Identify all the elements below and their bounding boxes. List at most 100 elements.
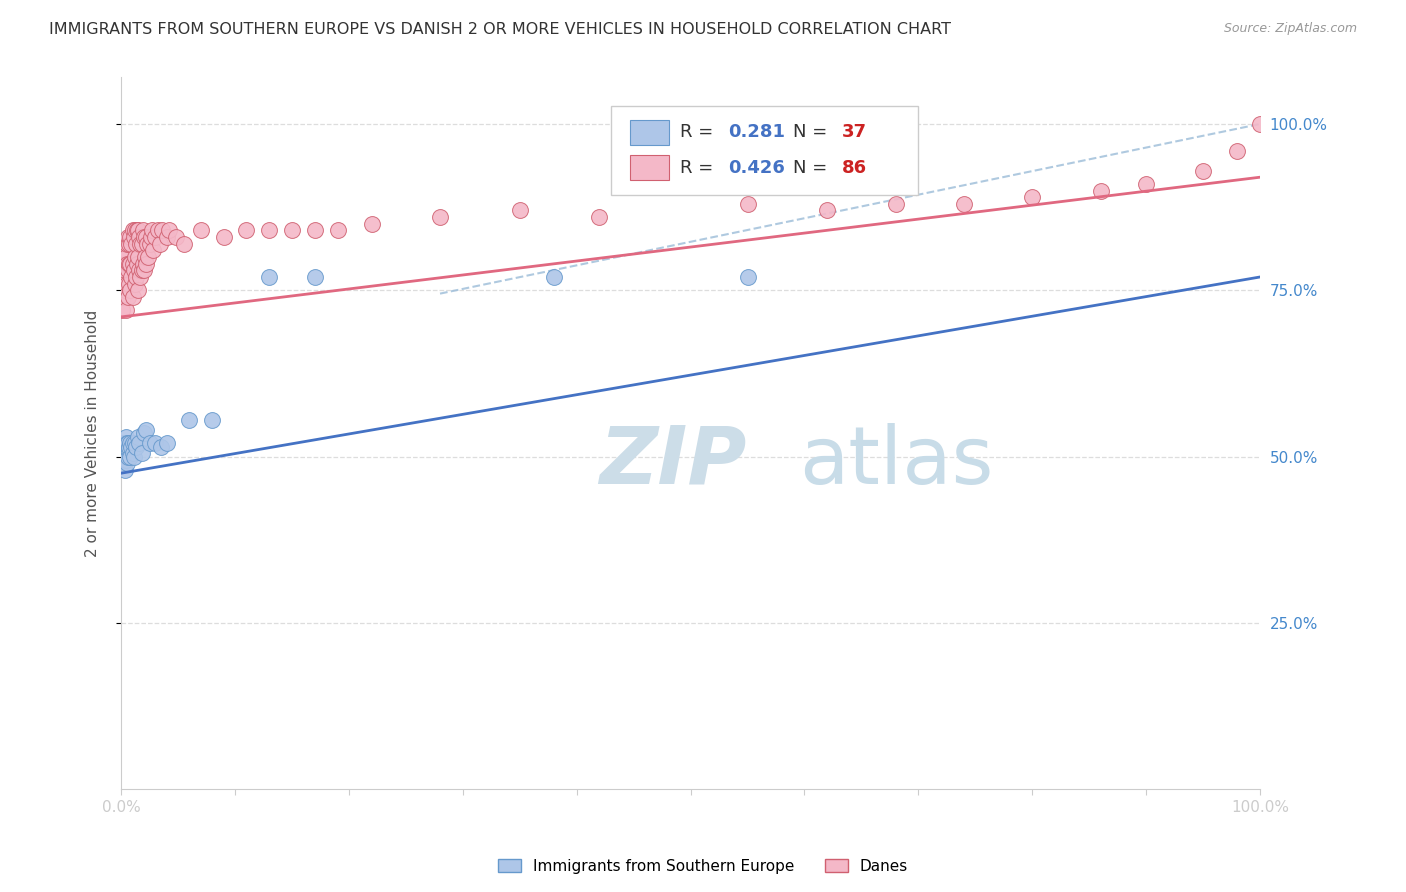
- Point: [131, 236, 153, 251]
- Point: [127, 223, 149, 237]
- Point: [132, 263, 155, 277]
- Point: [114, 263, 136, 277]
- Point: [157, 223, 180, 237]
- Point: [884, 196, 907, 211]
- Point: [120, 283, 142, 297]
- Point: [132, 223, 155, 237]
- Point: [304, 223, 326, 237]
- Point: [121, 436, 143, 450]
- Point: [142, 244, 165, 258]
- Point: [257, 270, 280, 285]
- Point: [138, 236, 160, 251]
- FancyBboxPatch shape: [610, 106, 918, 194]
- Point: [124, 223, 146, 237]
- Point: [125, 257, 148, 271]
- Point: [115, 236, 138, 251]
- Point: [131, 263, 153, 277]
- Text: IMMIGRANTS FROM SOUTHERN EUROPE VS DANISH 2 OR MORE VEHICLES IN HOUSEHOLD CORREL: IMMIGRANTS FROM SOUTHERN EUROPE VS DANIS…: [49, 22, 952, 37]
- Point: [125, 440, 148, 454]
- Point: [1021, 190, 1043, 204]
- Point: [134, 250, 156, 264]
- Point: [737, 270, 759, 285]
- Point: [156, 230, 179, 244]
- Point: [150, 223, 173, 237]
- Point: [138, 250, 160, 264]
- Point: [135, 257, 157, 271]
- Point: [114, 450, 136, 464]
- Point: [139, 230, 162, 244]
- Point: [429, 210, 451, 224]
- Point: [120, 436, 142, 450]
- Point: [132, 257, 155, 271]
- Point: [509, 203, 531, 218]
- Point: [114, 463, 136, 477]
- Point: [304, 270, 326, 285]
- Point: [135, 423, 157, 437]
- Point: [156, 436, 179, 450]
- Point: [114, 442, 136, 457]
- Y-axis label: 2 or more Vehicles in Household: 2 or more Vehicles in Household: [86, 310, 100, 557]
- Point: [120, 440, 142, 454]
- Point: [143, 436, 166, 450]
- Point: [115, 277, 138, 291]
- Point: [136, 236, 159, 251]
- Point: [122, 230, 145, 244]
- Point: [360, 217, 382, 231]
- Point: [131, 446, 153, 460]
- Point: [117, 290, 139, 304]
- Point: [150, 440, 173, 454]
- Point: [124, 436, 146, 450]
- Text: N =: N =: [793, 159, 834, 177]
- Point: [138, 436, 160, 450]
- Point: [125, 236, 148, 251]
- Point: [114, 244, 136, 258]
- Point: [121, 257, 143, 271]
- Point: [111, 270, 134, 285]
- Point: [1226, 144, 1249, 158]
- Point: [120, 257, 142, 271]
- Point: [132, 426, 155, 441]
- Point: [953, 196, 976, 211]
- Point: [129, 270, 152, 285]
- Point: [121, 223, 143, 237]
- Point: [117, 263, 139, 277]
- Point: [118, 277, 141, 291]
- Text: Source: ZipAtlas.com: Source: ZipAtlas.com: [1223, 22, 1357, 36]
- Text: 86: 86: [842, 159, 868, 177]
- Point: [117, 450, 139, 464]
- Point: [128, 230, 150, 244]
- Point: [120, 230, 142, 244]
- Point: [121, 290, 143, 304]
- Point: [127, 283, 149, 297]
- Point: [111, 456, 134, 470]
- Text: atlas: atlas: [799, 423, 993, 500]
- Point: [212, 230, 235, 244]
- Point: [114, 453, 136, 467]
- Text: N =: N =: [793, 123, 834, 141]
- Point: [326, 223, 349, 237]
- Point: [141, 223, 163, 237]
- Point: [1249, 117, 1271, 131]
- Point: [135, 230, 157, 244]
- Point: [235, 223, 257, 237]
- Point: [257, 223, 280, 237]
- Point: [146, 223, 169, 237]
- Point: [112, 290, 135, 304]
- Point: [129, 236, 152, 251]
- Text: ZIP: ZIP: [599, 423, 747, 500]
- Point: [121, 446, 143, 460]
- Point: [115, 436, 138, 450]
- Point: [118, 442, 141, 457]
- Text: 0.281: 0.281: [728, 123, 785, 141]
- Bar: [630, 120, 669, 145]
- Point: [281, 223, 304, 237]
- Point: [114, 283, 136, 297]
- Point: [179, 413, 201, 427]
- Point: [114, 303, 136, 318]
- Point: [190, 223, 212, 237]
- Point: [120, 236, 142, 251]
- Bar: [630, 155, 669, 180]
- Point: [118, 236, 141, 251]
- Point: [173, 236, 195, 251]
- Point: [112, 450, 135, 464]
